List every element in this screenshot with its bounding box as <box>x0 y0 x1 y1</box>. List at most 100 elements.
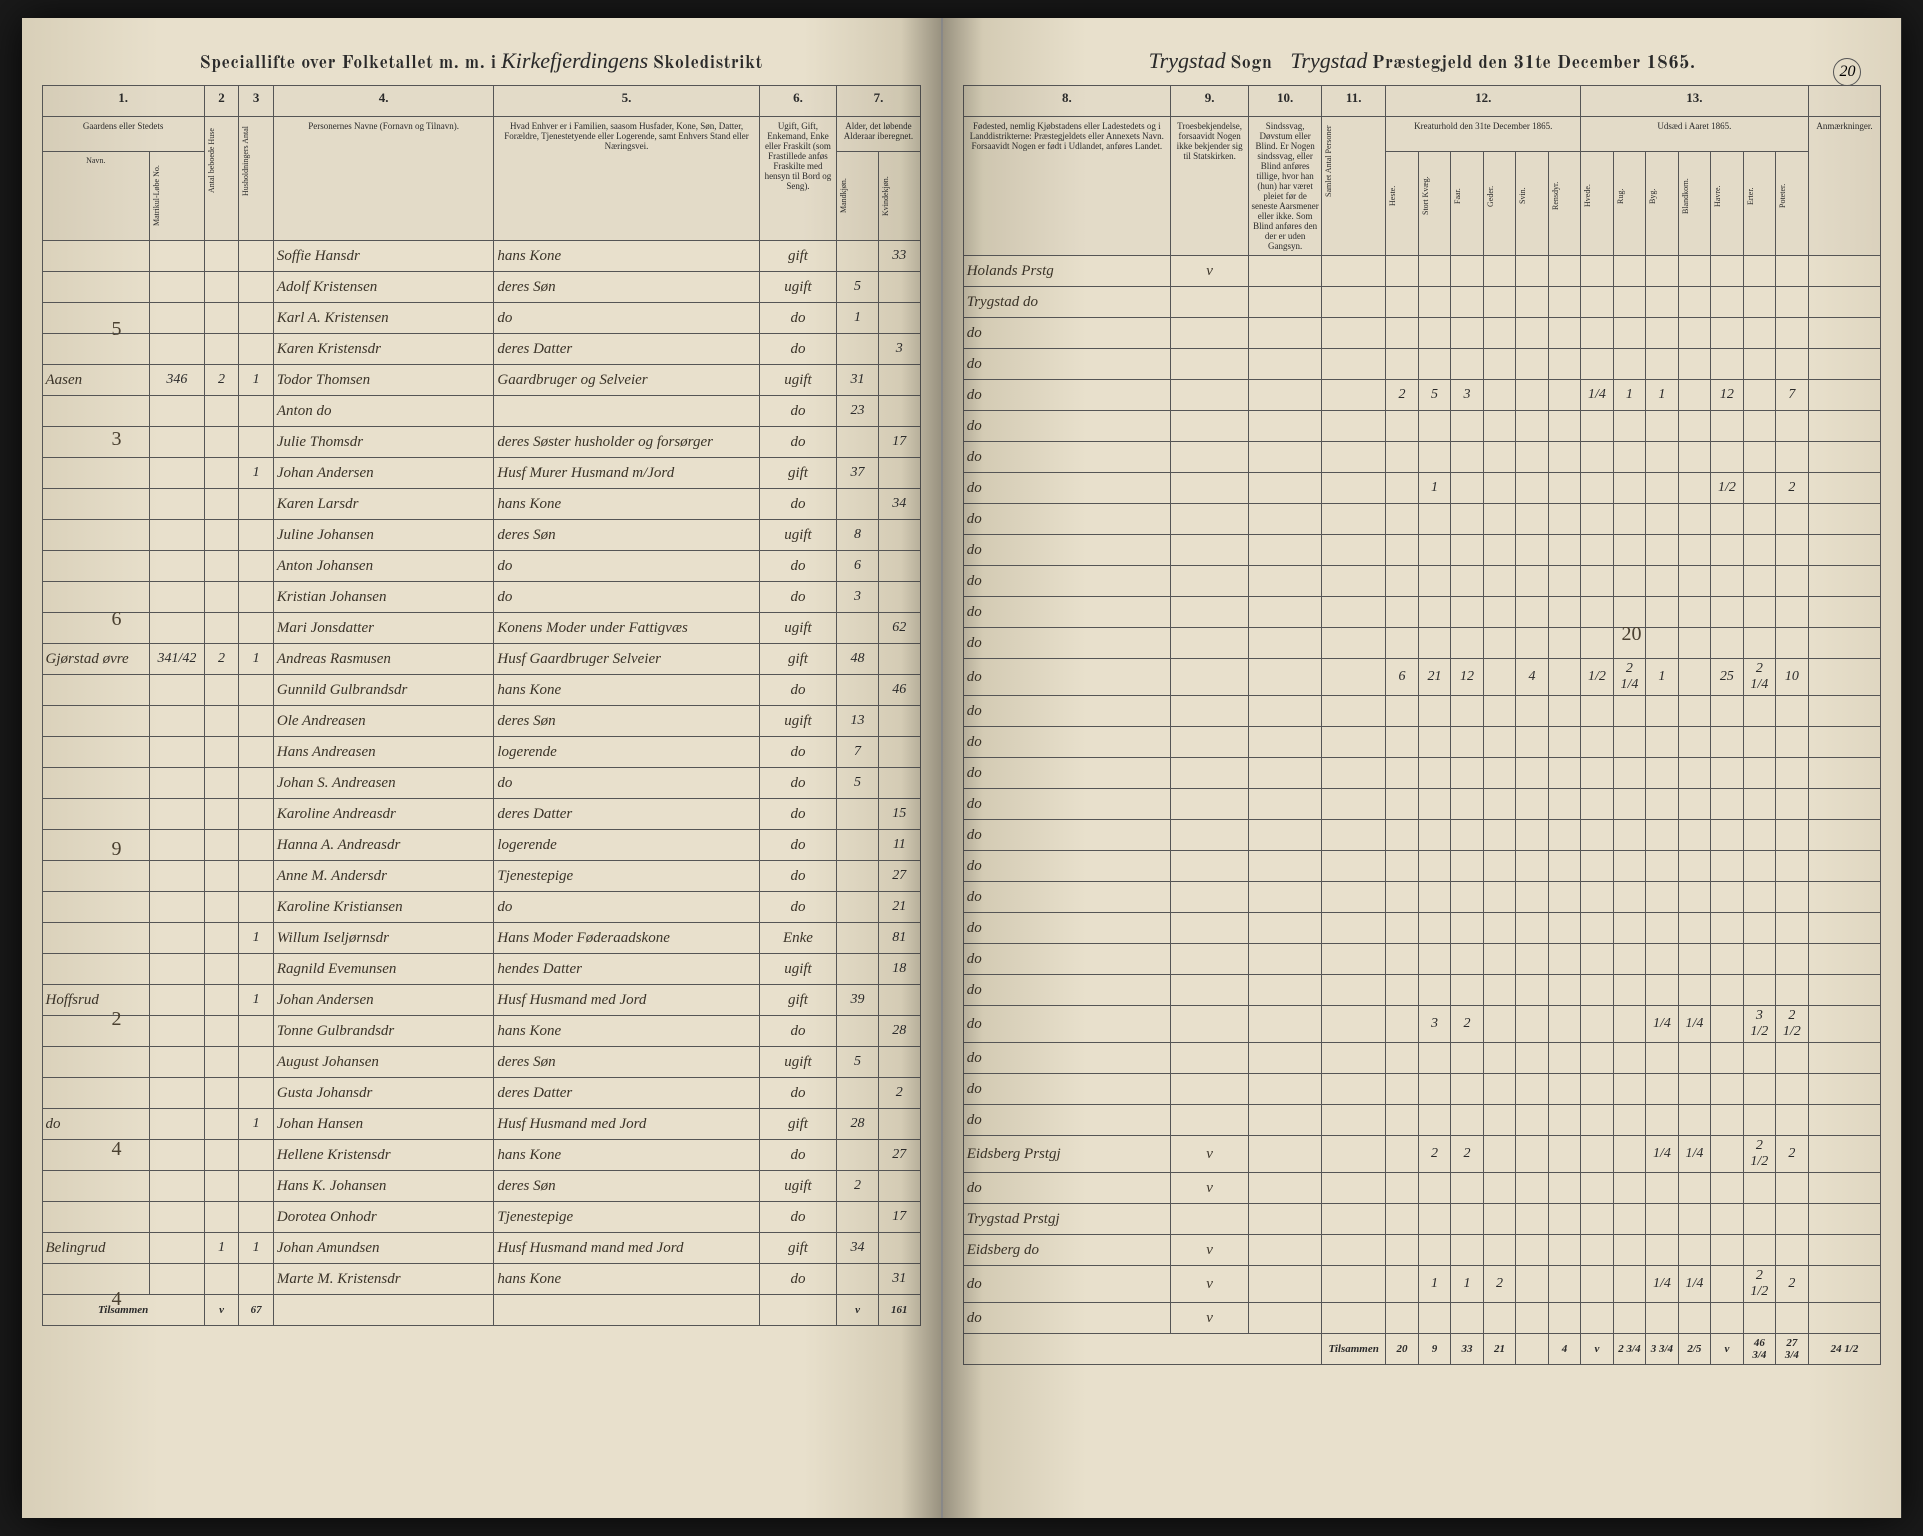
cell-bl <box>1678 287 1710 318</box>
table-row: Gjørstad øvre341/4221Andreas RasmusenHus… <box>42 644 920 675</box>
cell-po <box>1776 256 1808 287</box>
cell-birth: do <box>963 349 1170 380</box>
table-row: Aasen34621Todor ThomsenGaardbruger og Se… <box>42 365 920 396</box>
cell-faith: v <box>1170 1136 1248 1173</box>
cell-f <box>1451 1235 1483 1266</box>
cell-birth: do <box>963 758 1170 789</box>
table-row: 1Willum IseljørnsdrHans Moder Føderaadsk… <box>42 923 920 954</box>
cell-farm <box>42 1078 150 1109</box>
cell-s <box>1516 256 1548 287</box>
cell-ha <box>1711 944 1743 975</box>
cell-ru: 2 1/4 <box>1613 659 1645 696</box>
cell-w <box>1581 442 1613 473</box>
cell-g <box>1483 256 1515 287</box>
cell-g <box>1483 349 1515 380</box>
cell-civ: ugift <box>759 1047 836 1078</box>
cell-birth: Holands Prstg <box>963 256 1170 287</box>
cell-anm <box>1808 913 1881 944</box>
cell-hh <box>204 1078 239 1109</box>
cell-by <box>1646 411 1678 442</box>
cell-farm <box>42 334 150 365</box>
h-troes: Troesbekjendelse, forsaavidt Nogen ikke … <box>1170 117 1248 256</box>
cell-f <box>1451 696 1483 727</box>
cell-er <box>1743 1204 1775 1235</box>
cell-ha <box>1711 1136 1743 1173</box>
cell-hh <box>204 954 239 985</box>
cell-anm <box>1808 1136 1881 1173</box>
cell-mn <box>150 768 205 799</box>
cell-civ: do <box>759 1264 836 1295</box>
cell-mn <box>150 1171 205 1202</box>
cell-fh <box>239 1171 274 1202</box>
cell-sind <box>1249 1266 1322 1303</box>
cell-po <box>1776 851 1808 882</box>
margin-annot-4: 9 <box>112 838 122 861</box>
cell-h <box>1386 1173 1418 1204</box>
cell-w <box>1581 566 1613 597</box>
cell-ru <box>1613 851 1645 882</box>
cell-samlet <box>1322 1074 1386 1105</box>
cell-name: Hans K. Johansen <box>273 1171 494 1202</box>
cell-h <box>1386 1235 1418 1266</box>
cell-hh: 1 <box>204 1233 239 1264</box>
cell-s <box>1516 789 1548 820</box>
cell-by <box>1646 758 1678 789</box>
cell-h <box>1386 597 1418 628</box>
cell-ru <box>1613 287 1645 318</box>
cell-k <box>1418 696 1450 727</box>
cell-k <box>1418 256 1450 287</box>
cell-faith <box>1170 473 1248 504</box>
cell-by <box>1646 851 1678 882</box>
cell-samlet <box>1322 944 1386 975</box>
cell-po <box>1776 820 1808 851</box>
cell-r <box>1548 597 1580 628</box>
cell-ha <box>1711 696 1743 727</box>
cell-rel: hans Kone <box>494 1140 759 1171</box>
header-date: Præstegjeld den 31te December 1865. <box>1372 55 1696 73</box>
cell-f: 1 <box>1451 1266 1483 1303</box>
cell-po: 2 <box>1776 473 1808 504</box>
cell-birth: Eidsberg do <box>963 1235 1170 1266</box>
cell-po <box>1776 1303 1808 1334</box>
cell-agef <box>878 985 920 1016</box>
table-row: Johan S. Andreasendodo5 <box>42 768 920 799</box>
cell-name: Kristian Johansen <box>273 582 494 613</box>
cell-w <box>1581 1136 1613 1173</box>
cell-birth: do <box>963 411 1170 442</box>
cell-anm <box>1808 628 1881 659</box>
cell-name: Soffie Hansdr <box>273 241 494 272</box>
col-6: 6. <box>759 86 836 117</box>
cell-civ: do <box>759 892 836 923</box>
cell-anm <box>1808 1266 1881 1303</box>
cell-civ: do <box>759 303 836 334</box>
table-row: do <box>963 1043 1881 1074</box>
table-row: Hans Andreasenlogerendedo7 <box>42 737 920 768</box>
cell-k <box>1418 727 1450 758</box>
cell-er <box>1743 696 1775 727</box>
cell-farm <box>42 1264 150 1295</box>
cell-by <box>1646 597 1678 628</box>
cell-ha <box>1711 1204 1743 1235</box>
cell-w <box>1581 1074 1613 1105</box>
cell-mn <box>150 861 205 892</box>
cell-birth: do <box>963 1303 1170 1334</box>
cell-hh <box>204 768 239 799</box>
cell-r <box>1548 913 1580 944</box>
cell-agef: 17 <box>878 427 920 458</box>
cell-k <box>1418 349 1450 380</box>
cell-mn <box>150 272 205 303</box>
cell-hh <box>204 396 239 427</box>
cell-anm <box>1808 473 1881 504</box>
cell-agem: 5 <box>837 768 879 799</box>
cell-f <box>1451 411 1483 442</box>
cell-agem: 48 <box>837 644 879 675</box>
table-row: do <box>963 566 1881 597</box>
cell-f <box>1451 975 1483 1006</box>
cell-bl <box>1678 535 1710 566</box>
cell-w <box>1581 1303 1613 1334</box>
cell-samlet <box>1322 1006 1386 1043</box>
cell-s <box>1516 1006 1548 1043</box>
cell-er <box>1743 1173 1775 1204</box>
cell-fh <box>239 303 274 334</box>
cell-er <box>1743 287 1775 318</box>
